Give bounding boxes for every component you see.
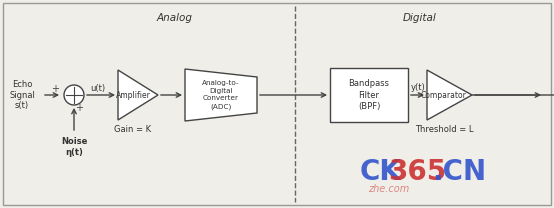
Text: +: + <box>75 103 83 113</box>
Text: y(t): y(t) <box>411 83 425 93</box>
Text: Gain = K: Gain = K <box>115 125 152 135</box>
Text: Bandpass
Filter
(BPF): Bandpass Filter (BPF) <box>348 79 389 111</box>
Text: Echo
Signal
s(t): Echo Signal s(t) <box>9 80 35 110</box>
Text: u(t): u(t) <box>90 83 106 93</box>
Text: .CN: .CN <box>432 158 486 186</box>
Text: Amplifier: Amplifier <box>116 90 151 99</box>
Polygon shape <box>185 69 257 121</box>
Polygon shape <box>427 70 472 120</box>
Text: Analog: Analog <box>157 13 193 23</box>
Circle shape <box>64 85 84 105</box>
Text: CK: CK <box>360 158 402 186</box>
Text: Analog-to-
Digital
Converter
(ADC): Analog-to- Digital Converter (ADC) <box>202 80 240 109</box>
Text: Noise
η(t): Noise η(t) <box>61 137 87 157</box>
Bar <box>330 68 408 122</box>
Polygon shape <box>118 70 158 120</box>
Text: 365: 365 <box>388 158 447 186</box>
Text: Digital: Digital <box>403 13 437 23</box>
Text: Threshold = L: Threshold = L <box>415 125 473 135</box>
Text: +: + <box>51 84 59 94</box>
Text: Comparator: Comparator <box>421 90 467 99</box>
Text: zhe.com: zhe.com <box>368 184 409 194</box>
